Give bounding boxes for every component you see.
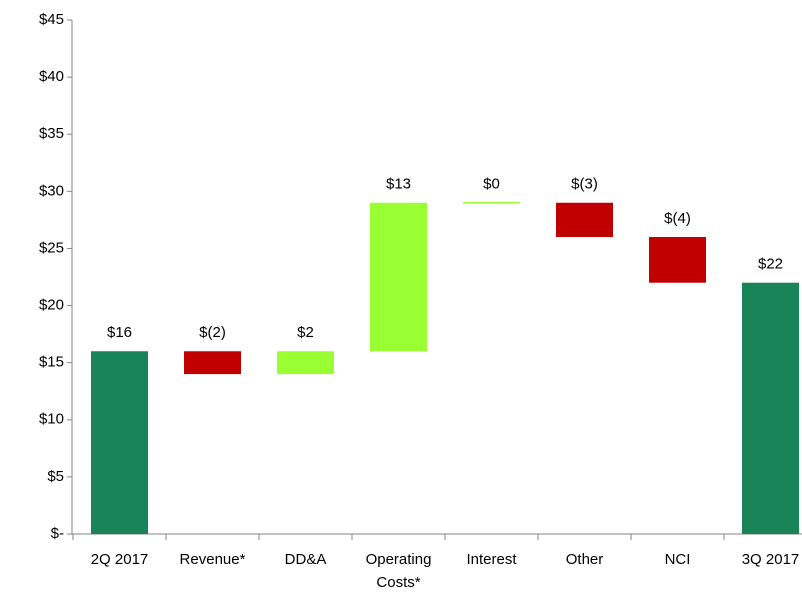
x-tick-label: 3Q 2017: [742, 551, 800, 568]
y-tick-label: $45: [39, 11, 64, 28]
x-tick-label: 2Q 2017: [91, 551, 149, 568]
bar: [277, 351, 334, 375]
bar: [91, 351, 148, 534]
x-tick-label: Revenue*: [180, 551, 246, 568]
x-tick-label-line: Costs*: [376, 574, 420, 591]
y-tick-label: $15: [39, 354, 64, 371]
value-label: $22: [758, 256, 783, 273]
y-tick-label: $40: [39, 68, 64, 85]
value-label: $(3): [571, 176, 598, 193]
bar: [649, 237, 706, 283]
y-tick-label: $20: [39, 297, 64, 314]
value-label: $0: [483, 176, 500, 193]
y-tick-label: $25: [39, 239, 64, 256]
value-label: $16: [107, 324, 132, 341]
bar: [463, 202, 520, 204]
y-tick-label: $10: [39, 411, 64, 428]
x-tick-label-line: DD&A: [285, 551, 327, 568]
y-tick-label: $35: [39, 125, 64, 142]
y-tick-label: $-: [51, 525, 64, 542]
x-tick-label: Other: [566, 551, 604, 568]
value-label: $13: [386, 176, 411, 193]
x-tick-label: Interest: [466, 551, 517, 568]
x-tick-label-line: 3Q 2017: [742, 551, 800, 568]
x-tick-label-line: Operating: [366, 551, 432, 568]
value-label: $2: [297, 324, 314, 341]
x-tick-label-line: 2Q 2017: [91, 551, 149, 568]
bar: [184, 351, 241, 375]
x-tick-label-line: Interest: [466, 551, 517, 568]
value-label: $(2): [199, 324, 226, 341]
value-label: $(4): [664, 210, 691, 227]
x-tick-label: DD&A: [285, 551, 327, 568]
x-tick-label: Operating Costs*: [366, 551, 432, 591]
y-tick-label: $5: [47, 468, 64, 485]
y-tick-label: $30: [39, 182, 64, 199]
x-tick-label: NCI: [665, 551, 691, 568]
bar: [556, 202, 613, 238]
x-tick-label-line: Other: [566, 551, 604, 568]
x-tick-label-line: Revenue*: [180, 551, 246, 568]
bar: [370, 202, 427, 352]
x-tick-label-line: NCI: [665, 551, 691, 568]
bar: [742, 282, 799, 534]
